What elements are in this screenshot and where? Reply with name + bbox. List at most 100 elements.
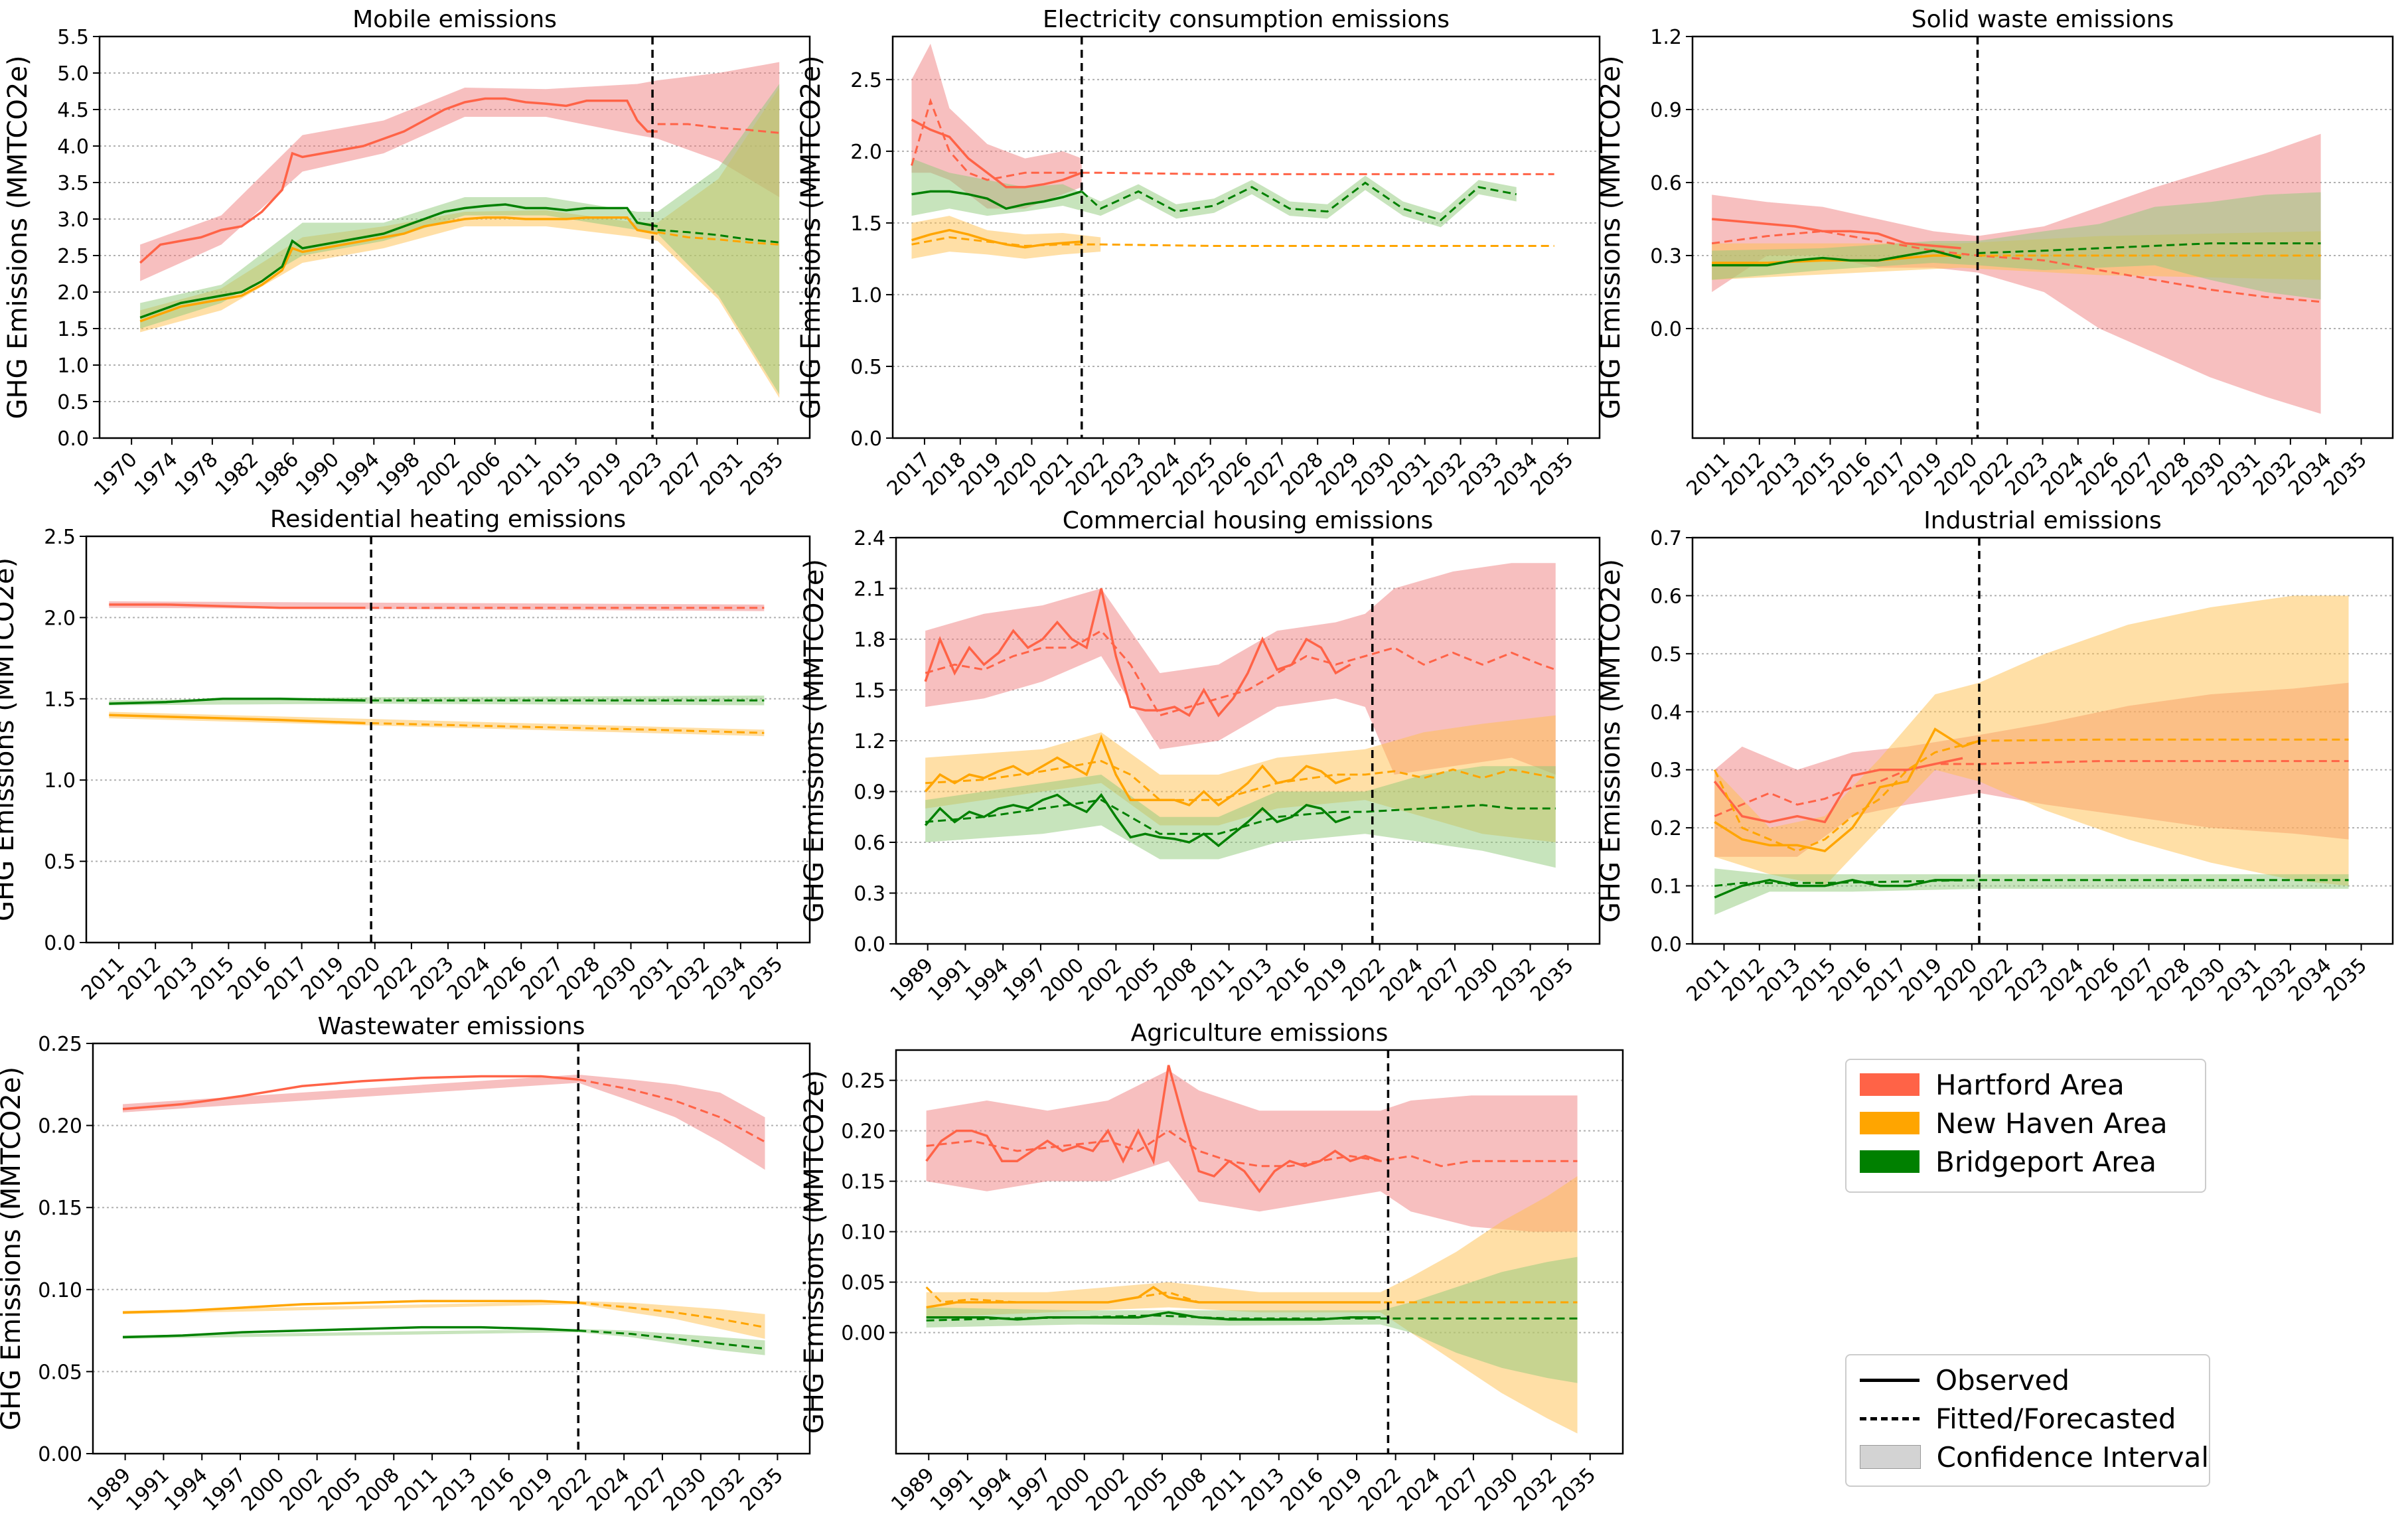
y-tick-label: 1.2 — [1650, 26, 1682, 49]
y-tick-label: 0.4 — [1650, 701, 1682, 724]
confidence-band-newhaven — [123, 1301, 765, 1339]
y-tick-label: 0.10 — [38, 1279, 82, 1302]
chart-panel-4: 0.00.51.01.52.02.52011201220132015201620… — [0, 506, 811, 1005]
x-tick-label: 2024 — [582, 1464, 635, 1516]
x-tick-label: 1989 — [886, 954, 939, 1006]
legend-label-observed: Observed — [1935, 1363, 2070, 1397]
axes-frame — [98, 35, 811, 439]
plot-area — [1713, 595, 2349, 915]
legend-item-forecast: Fitted/Forecasted — [1846, 1399, 2209, 1438]
observed-line-bridgeport — [109, 698, 366, 705]
observed-line-hartford — [925, 1065, 1381, 1193]
x-tick-label: 2035 — [735, 1464, 788, 1516]
observed-line-bridgeport — [911, 190, 1083, 210]
confidence-band-newhaven — [911, 216, 1101, 259]
y-tick-label: 1.5 — [57, 318, 89, 341]
region-legend: Hartford Area New Haven Area Bridgeport … — [1845, 1059, 2206, 1193]
x-tick-label: 2005 — [1112, 954, 1164, 1006]
y-tick-label: 1.2 — [854, 730, 885, 753]
confidence-band-bridgeport — [925, 766, 1556, 868]
x-tick-label: 2032 — [698, 1464, 750, 1516]
forecast-line-bridgeport — [657, 229, 780, 244]
observed-line-newhaven — [911, 228, 1082, 249]
x-tick-label: 1994 — [160, 1464, 212, 1516]
observed-line-newhaven — [926, 1286, 1381, 1309]
y-tick-label: 4.5 — [57, 99, 89, 122]
chart-title: Agriculture emissions — [1131, 1020, 1389, 1047]
chart-title: Residential heating emissions — [270, 506, 626, 533]
legend-label-hartford: Hartford Area — [1935, 1068, 2125, 1101]
y-tick-label: 3.5 — [57, 172, 89, 195]
x-tick-label: 2035 — [1526, 954, 1578, 1006]
x-tick-label: 2011 — [1187, 954, 1240, 1006]
forecast-line-hartford — [577, 1078, 766, 1143]
y-tick-label: 4.0 — [57, 135, 89, 159]
forecast-line-bridgeport — [1977, 242, 2321, 254]
plot-area — [122, 1074, 766, 1355]
x-tick-label: 2032 — [1488, 954, 1541, 1006]
confidence-band-hartford — [925, 563, 1556, 775]
y-axis-label: GHG Emissions (MMTCO2e) — [799, 559, 830, 923]
legend-label-newhaven: New Haven Area — [1935, 1106, 2168, 1140]
y-tick-label: 5.5 — [57, 26, 89, 49]
x-tick-label: 1982 — [211, 448, 263, 500]
forecast-line-bridgeport — [925, 799, 1556, 835]
y-tick-label: 2.5 — [850, 69, 882, 92]
legend-item-hartford: Hartford Area — [1846, 1065, 2205, 1104]
x-tick-label: 1989 — [887, 1464, 939, 1516]
plot-area — [139, 62, 780, 398]
y-tick-label: 0.0 — [850, 427, 882, 451]
y-tick-label: 0.2 — [1650, 817, 1682, 840]
confidence-band-hartford — [140, 62, 780, 281]
forecast-line-newhaven — [1713, 738, 2349, 852]
x-tick-label: 2024 — [1375, 954, 1428, 1006]
y-tick-label: 3.0 — [57, 208, 89, 232]
chart-panel-6: 0.00.10.20.30.40.50.60.72011201220132015… — [1596, 507, 2394, 1006]
x-tick-label: 1974 — [130, 448, 183, 500]
observed-line-hartford — [924, 588, 1351, 718]
x-tick-label: 2006 — [453, 448, 506, 500]
observed-line-bridgeport — [122, 1326, 579, 1339]
dashed-line-swatch — [1860, 1416, 1919, 1420]
x-tick-label: 2013 — [429, 1464, 481, 1516]
y-tick-label: 1.8 — [854, 629, 885, 652]
x-tick-label: 2008 — [1159, 1464, 1211, 1516]
y-tick-label: 0.5 — [1650, 643, 1682, 666]
forecast-line-hartford — [926, 1129, 1578, 1168]
x-tick-label: 2035 — [1548, 1464, 1601, 1516]
forecast-line-hartford — [657, 123, 780, 134]
plot-area — [1711, 133, 2321, 414]
observed-line-hartford — [109, 603, 366, 609]
y-tick-label: 0.5 — [57, 391, 89, 414]
x-tick-label: 1970 — [90, 448, 142, 500]
confidence-band-hartford — [123, 1074, 765, 1170]
observed-line-newhaven — [924, 734, 1351, 807]
observed-line-hartford — [122, 1075, 579, 1110]
legend-label-forecast: Fitted/Forecasted — [1935, 1402, 2176, 1435]
x-tick-label: 2013 — [1237, 1464, 1290, 1516]
forecast-line-bridgeport — [1081, 181, 1517, 222]
y-tick-label: 0.9 — [854, 781, 885, 804]
bridgeport-swatch — [1860, 1150, 1919, 1173]
x-tick-label: 2022 — [1338, 954, 1391, 1006]
legend-label-ci: Confidence Interval — [1936, 1440, 2209, 1474]
solid-line-swatch — [1860, 1378, 1919, 1382]
axes-frame — [895, 1049, 1624, 1455]
y-tick-label: 0.6 — [1650, 585, 1682, 608]
x-tick-label: 2016 — [467, 1464, 520, 1516]
y-axis-label: GHG Emissions (MMTCO2e) — [0, 1067, 27, 1430]
x-tick-label: 1986 — [251, 448, 303, 500]
x-tick-label: 2024 — [1392, 1464, 1445, 1516]
observed-line-newhaven — [139, 216, 658, 323]
y-axis-label: GHG Emissions (MMTCO2e) — [3, 55, 33, 419]
y-axis-label: GHG Emissions (MMTCO2e) — [1596, 55, 1626, 419]
observed-line-hartford — [1713, 757, 1963, 824]
y-tick-label: 1.0 — [57, 354, 89, 378]
axes-frame — [85, 535, 811, 944]
confidence-band-bridgeport — [911, 158, 1517, 228]
y-tick-label: 0.05 — [841, 1272, 885, 1295]
observed-line-bridgeport — [926, 1311, 1381, 1321]
x-tick-label: 2022 — [1354, 1464, 1406, 1516]
x-tick-label: 2000 — [1043, 1464, 1095, 1516]
y-tick-label: 2.4 — [854, 527, 885, 550]
